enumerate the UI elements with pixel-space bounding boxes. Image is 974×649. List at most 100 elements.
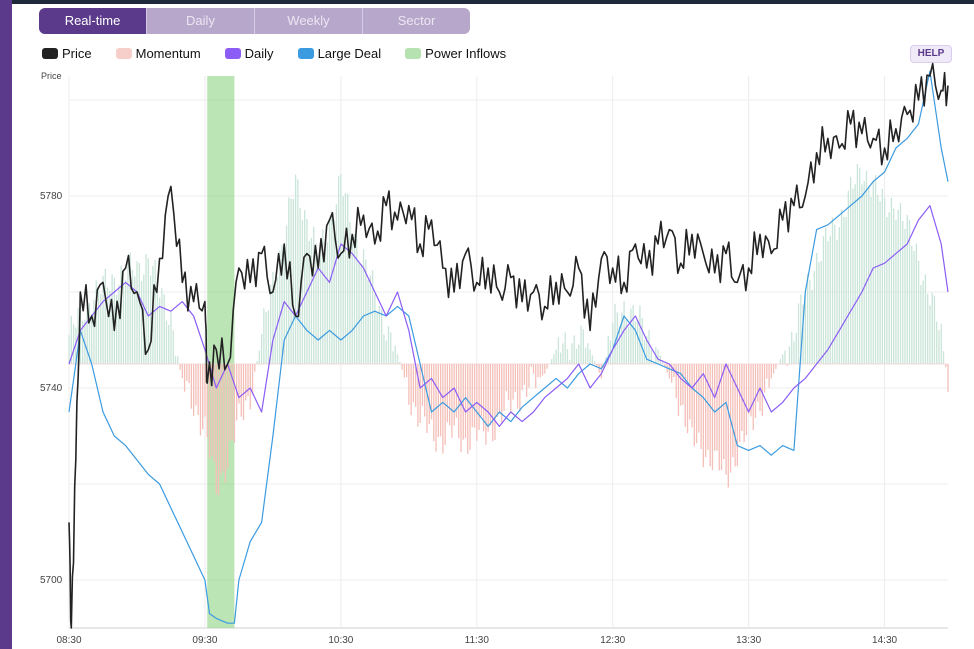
- momentum-bar-positive: [917, 260, 920, 364]
- momentum-bar-positive: [362, 249, 365, 364]
- momentum-bar-positive: [818, 262, 820, 364]
- momentum-bar-positive: [172, 330, 174, 364]
- momentum-bar-negative: [686, 364, 689, 434]
- momentum-bar-positive: [897, 209, 899, 364]
- momentum-bar-positive: [911, 245, 913, 364]
- momentum-bar-negative: [704, 364, 707, 458]
- momentum-bar-positive: [627, 326, 630, 364]
- momentum-bar-positive: [797, 303, 800, 364]
- momentum-bar-positive: [555, 349, 557, 364]
- momentum-bar-positive: [335, 204, 338, 364]
- momentum-bar-positive: [920, 285, 922, 364]
- momentum-bar-positive: [938, 330, 940, 364]
- momentum-bar-negative: [195, 364, 197, 406]
- momentum-bar-positive: [125, 280, 127, 364]
- tab-real-time[interactable]: Real-time: [39, 8, 146, 34]
- momentum-bar-negative: [711, 364, 714, 471]
- momentum-bar-positive: [809, 280, 811, 364]
- momentum-bar-negative: [439, 364, 442, 437]
- momentum-bar-negative: [213, 364, 215, 463]
- momentum-bar-positive: [163, 294, 165, 364]
- momentum-bar-positive: [816, 252, 818, 364]
- momentum-bar-positive: [784, 350, 786, 364]
- momentum-bar-positive: [865, 170, 868, 364]
- tab-weekly[interactable]: Weekly: [254, 8, 362, 34]
- momentum-bar-positive: [827, 241, 829, 364]
- momentum-bar-positive: [399, 362, 401, 364]
- momentum-bar-negative: [412, 364, 415, 403]
- momentum-bar-positive: [890, 197, 893, 364]
- help-button[interactable]: HELP: [910, 45, 952, 63]
- momentum-bar-positive: [165, 320, 168, 364]
- momentum-bar-negative: [220, 364, 222, 475]
- momentum-bar-positive: [358, 262, 360, 364]
- momentum-bar-negative: [421, 364, 424, 406]
- momentum-bar-positive: [856, 164, 859, 364]
- x-tick-label: 13:30: [736, 635, 761, 646]
- momentum-bar-negative: [485, 364, 487, 445]
- momentum-bar-negative: [451, 364, 453, 438]
- momentum-bar-negative: [247, 364, 249, 397]
- momentum-bar-positive: [106, 287, 109, 364]
- legend-label: Price: [62, 46, 92, 61]
- momentum-bar-negative: [775, 364, 777, 369]
- momentum-bar-positive: [337, 176, 340, 364]
- tab-daily[interactable]: Daily: [146, 8, 254, 34]
- momentum-bar-positive: [895, 219, 897, 364]
- momentum-bar-negative: [478, 364, 480, 430]
- momentum-bar-positive: [387, 326, 390, 364]
- momentum-bar-negative: [698, 364, 700, 433]
- momentum-bar-positive: [256, 361, 258, 364]
- momentum-bar-positive: [319, 242, 322, 364]
- momentum-bar-positive: [310, 237, 313, 364]
- tab-sector[interactable]: Sector: [362, 8, 470, 34]
- momentum-bar-positive: [353, 234, 356, 364]
- legend-item-momentum[interactable]: Momentum: [115, 46, 201, 61]
- momentum-bar-positive: [333, 219, 335, 364]
- momentum-bar-positive: [122, 272, 125, 364]
- momentum-bar-positive: [782, 354, 784, 364]
- x-tick-label: 12:30: [600, 635, 625, 646]
- momentum-bar-positive: [924, 274, 927, 364]
- legend-item-price[interactable]: Price: [42, 46, 92, 61]
- momentum-bar-positive: [102, 275, 104, 364]
- momentum-bar-negative: [526, 364, 528, 398]
- momentum-bar-positive: [367, 280, 369, 364]
- momentum-bar-positive: [893, 208, 895, 364]
- momentum-bar-positive: [888, 212, 890, 364]
- momentum-bar-positive: [863, 180, 865, 364]
- momentum-bar-positive: [138, 263, 140, 364]
- momentum-bar-negative: [480, 364, 483, 417]
- momentum-bar-positive: [566, 349, 569, 364]
- momentum-bar-negative: [675, 364, 677, 399]
- momentum-bar-negative: [408, 364, 410, 405]
- momentum-bar-positive: [385, 340, 387, 364]
- momentum-bar-positive: [374, 294, 376, 364]
- momentum-bar-positive: [927, 293, 929, 364]
- momentum-bar-positive: [95, 280, 97, 364]
- momentum-bar-positive: [616, 312, 618, 364]
- momentum-bar-negative: [523, 364, 526, 385]
- momentum-bar-positive: [779, 359, 782, 364]
- momentum-bar-positive: [661, 361, 664, 364]
- momentum-bar-negative: [405, 364, 408, 378]
- momentum-bar-positive: [283, 250, 285, 364]
- legend-label: Momentum: [135, 46, 201, 61]
- momentum-bar-positive: [847, 190, 850, 364]
- legend-label: Large Deal: [317, 46, 382, 61]
- legend-item-large-deal[interactable]: Large Deal: [297, 46, 382, 61]
- legend-item-daily[interactable]: Daily: [224, 46, 274, 61]
- momentum-bar-negative: [750, 364, 752, 417]
- momentum-bar-positive: [820, 261, 822, 364]
- momentum-bar-positive: [140, 281, 143, 364]
- x-tick-label: 14:30: [872, 635, 897, 646]
- momentum-bar-negative: [224, 364, 227, 483]
- legend-item-power-inflows[interactable]: Power Inflows: [405, 46, 506, 61]
- momentum-bar-positive: [86, 300, 88, 364]
- momentum-bar-negative: [469, 364, 471, 450]
- momentum-bar-negative: [671, 364, 673, 383]
- momentum-bar-negative: [226, 364, 229, 469]
- momentum-bar-negative: [702, 364, 705, 468]
- momentum-bar-positive: [70, 315, 72, 364]
- momentum-bar-positive: [274, 284, 276, 364]
